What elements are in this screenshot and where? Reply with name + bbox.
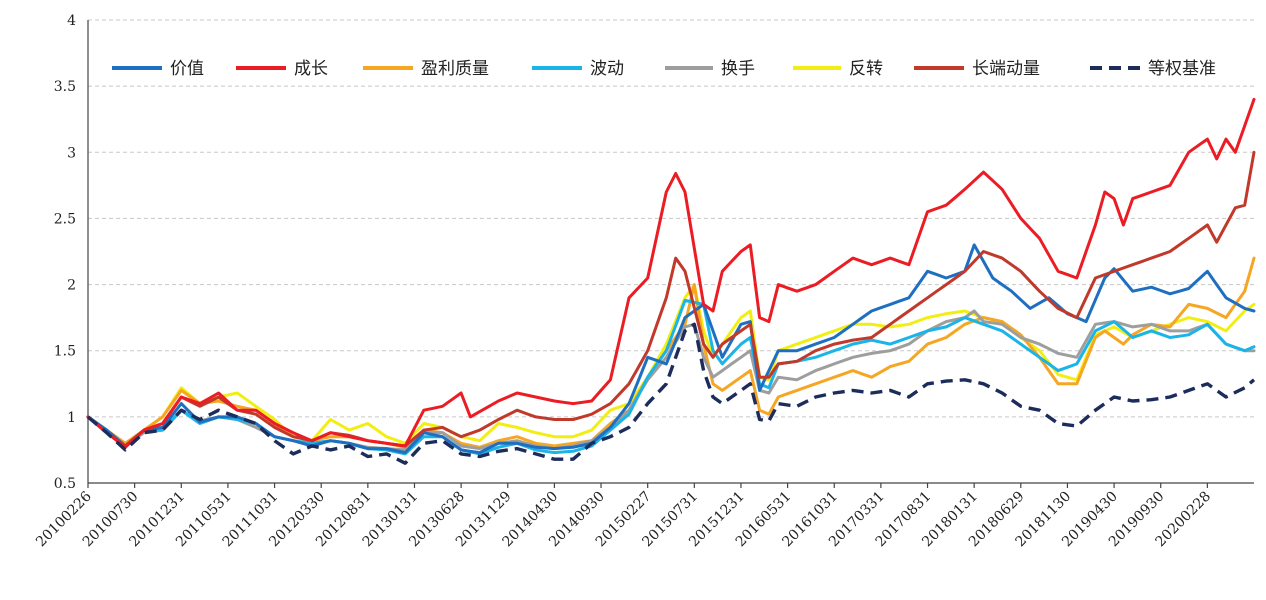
y-tick-label: 3: [67, 145, 76, 161]
y-tick-label: 0.5: [54, 476, 76, 492]
legend-label: 反转: [849, 59, 883, 79]
y-axis-ticks: 0.5 1 1.5 2 2.5 3 3.5 4: [54, 13, 76, 492]
y-tick-label: 4: [67, 13, 76, 29]
y-tick-label: 2: [67, 278, 76, 294]
y-tick-label: 1.5: [54, 344, 76, 360]
legend-label: 波动: [590, 59, 624, 79]
legend-label: 换手: [721, 59, 755, 79]
axes: [87, 20, 1254, 484]
legend-label: 等权基准: [1148, 59, 1216, 79]
series-line-6: [86, 150, 1256, 448]
series-line-5: [86, 283, 1256, 448]
series-line-7: [86, 322, 1256, 465]
legend-label: 长端动量: [972, 59, 1040, 79]
legend: 价值 成长 盈利质量 波动 换手 反转 长端动量 等权基准: [112, 59, 1216, 79]
y-tick-label: 3.5: [54, 79, 76, 95]
y-tick-label: 1: [67, 410, 76, 426]
series-line-1: [86, 97, 1256, 449]
legend-label: 盈利质量: [421, 59, 489, 79]
y-tick-label: 2.5: [54, 211, 76, 227]
series-line-0: [86, 243, 1256, 455]
legend-label: 成长: [294, 59, 328, 79]
legend-label: 价值: [170, 59, 204, 79]
series-lines: [86, 97, 1256, 465]
x-axis-ticks: 2010022620100730201012312011053120111031…: [33, 483, 1214, 550]
